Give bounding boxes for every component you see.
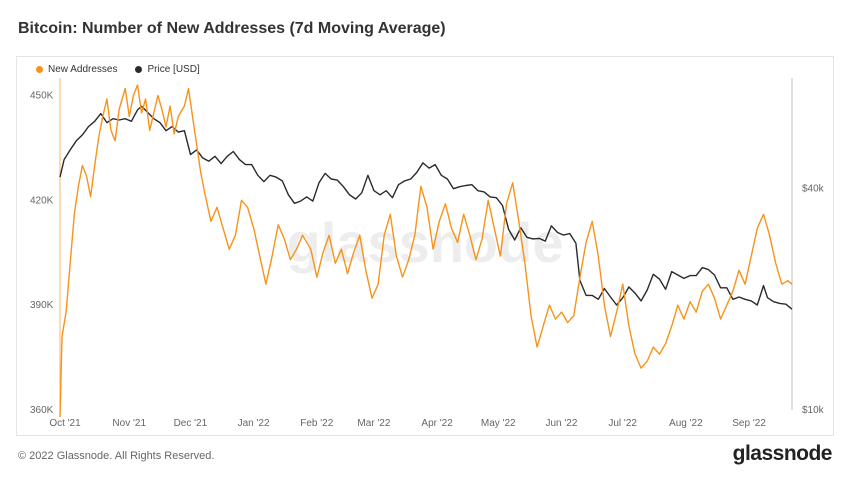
legend-label-price: Price [USD]	[147, 64, 200, 75]
legend-marker-price	[135, 66, 143, 73]
chart-title: Bitcoin: Number of New Addresses (7d Mov…	[18, 20, 446, 37]
chart-frame	[16, 56, 834, 436]
copyright-text: © 2022 Glassnode. All Rights Reserved.	[18, 450, 215, 462]
legend-marker-new-addresses	[36, 66, 43, 73]
glassnode-logo: glassnode	[732, 442, 833, 465]
legend-item-price[interactable]: Price [USD]	[135, 64, 200, 75]
legend-label-new-addresses: New Addresses	[48, 64, 118, 75]
legend-item-new-addresses[interactable]: New Addresses	[36, 64, 117, 75]
chart-legend: New Addresses Price [USD]	[36, 64, 200, 75]
